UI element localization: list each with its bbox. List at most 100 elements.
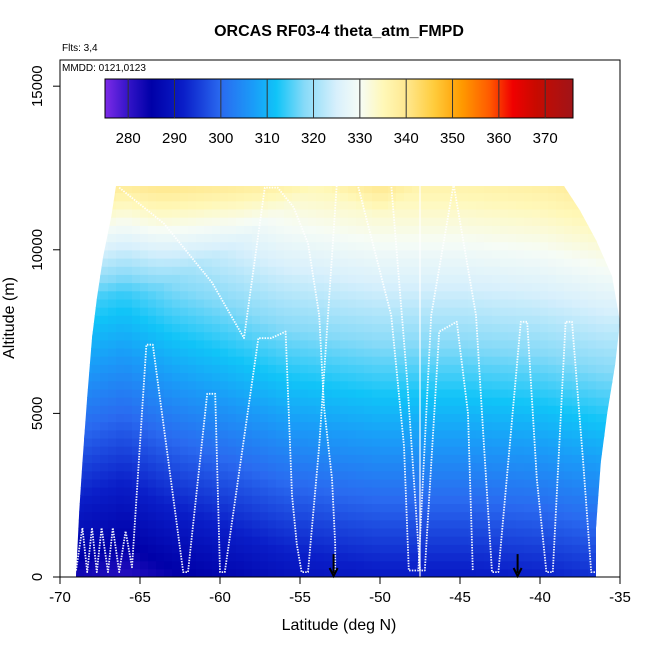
colorbar-tick-label: 330 [347,130,372,147]
heatmap-cell [588,552,597,562]
heatmap-cell [100,323,109,333]
heatmap-cell [220,258,229,267]
heatmap-cell [228,478,237,488]
heatmap-cell [156,192,165,202]
heatmap-cell [164,258,173,267]
heatmap-cell [380,266,389,275]
heatmap-cell [532,249,541,259]
heatmap-cell [500,454,509,464]
heatmap-cell [588,356,597,365]
heatmap-cell [500,282,509,292]
heatmap-cell [108,552,117,562]
heatmap-cell [76,339,77,349]
heatmap-cell [540,315,549,324]
heatmap-cell [604,307,613,316]
heatmap-cell [124,258,133,267]
heatmap-cell [492,536,501,545]
heatmap-cell [212,249,221,259]
heatmap-cell [524,511,533,521]
heatmap-cell [612,511,620,521]
heatmap-cell [308,568,317,577]
heatmap-cell [388,217,397,226]
heatmap-cell [116,503,125,513]
heatmap-cell [180,364,189,374]
heatmap-cell [228,282,237,292]
heatmap-cell [548,437,557,447]
heatmap-cell [108,192,117,202]
heatmap-cell [396,266,405,275]
heatmap-cell [140,241,149,251]
heatmap-cell [220,290,229,300]
heatmap-cell [220,503,229,513]
heatmap-cell [196,331,205,341]
heatmap-cell [132,527,141,537]
heatmap-cell [572,405,581,414]
heatmap-cell [348,511,357,521]
heatmap-cell [524,290,533,300]
heatmap-cell [140,258,149,267]
heatmap-cell [276,225,285,234]
heatmap-cell [404,527,413,537]
heatmap-cell [500,560,509,570]
heatmap-cell [196,397,205,406]
heatmap-cell [444,446,453,455]
heatmap-cell [332,487,341,496]
heatmap-cell [156,339,165,349]
heatmap-cell [508,200,517,210]
heatmap-cell [268,397,277,406]
heatmap-cell [444,298,453,308]
heatmap-cell [412,405,421,414]
heatmap-cell [532,258,541,267]
heatmap-cell [324,282,333,292]
heatmap-cell [100,347,109,357]
heatmap-cell [276,315,285,324]
heatmap-cell [532,241,541,251]
heatmap-cell [540,225,549,234]
heatmap-cell [76,560,77,570]
heatmap-cell [284,258,293,267]
heatmap-cell [156,511,165,521]
heatmap-cell [620,233,629,242]
heatmap-cell [428,200,437,210]
heatmap-cell [612,208,620,218]
heatmap-cell [188,372,197,382]
heatmap-cell [364,429,373,439]
heatmap-cell [236,487,245,496]
heatmap-cell [476,536,485,545]
heatmap-cell [588,331,597,341]
heatmap-cell [172,429,181,439]
heatmap-cell [188,527,197,537]
heatmap-cell [132,200,141,210]
heatmap-cell [580,429,589,439]
heatmap-cell [588,274,597,284]
heatmap-cell [564,186,573,194]
heatmap-cell [324,307,333,316]
heatmap-cell [116,511,125,521]
heatmap-cell [540,470,549,480]
heatmap-cell [204,307,213,316]
heatmap-cell [372,519,381,529]
heatmap-cell [364,495,373,504]
heatmap-cell [564,560,573,570]
heatmap-cell [124,233,133,243]
heatmap-cell [556,552,565,562]
heatmap-cell [252,298,261,308]
heatmap-cell [108,478,117,488]
heatmap-cell [556,241,565,251]
heatmap-cell [156,495,165,504]
heatmap-cell [620,512,629,521]
heatmap-cell [84,511,93,521]
heatmap-cell [548,217,557,226]
heatmap-cell [436,315,445,324]
heatmap-cell [244,536,253,545]
heatmap-cell [116,388,125,398]
heatmap-cell [620,422,629,431]
heatmap-cell [316,503,325,513]
heatmap-cell [252,372,261,382]
heatmap-cell [420,217,429,226]
heatmap-cell [180,307,189,316]
heatmap-cell [396,519,405,529]
heatmap-cell [348,356,357,365]
heatmap-cell [604,249,613,259]
heatmap-cell [564,519,573,529]
